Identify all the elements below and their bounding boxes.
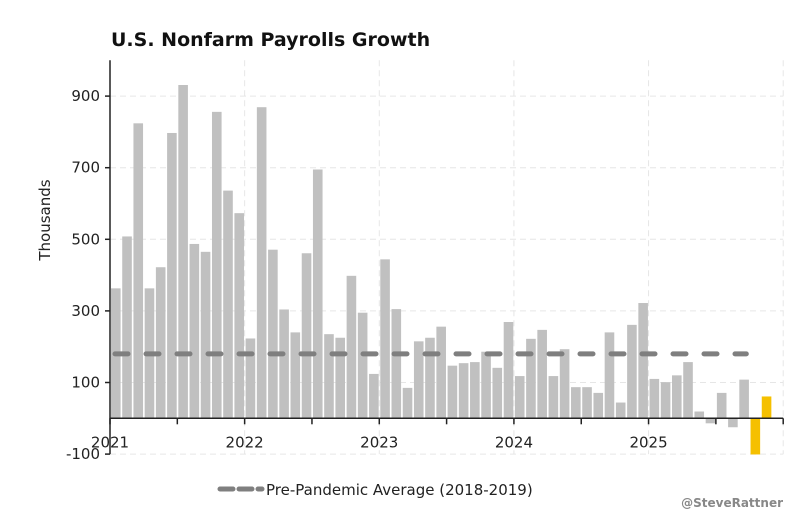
- legend: Pre-Pandemic Average (2018-2019): [217, 481, 533, 499]
- bar: [514, 376, 525, 419]
- bar: [627, 324, 637, 419]
- bar: [245, 338, 256, 419]
- bar: [301, 253, 312, 419]
- bar: [458, 363, 469, 419]
- bar: [739, 379, 749, 419]
- bar: [638, 303, 648, 419]
- bar: [559, 349, 570, 419]
- bar: [223, 190, 233, 419]
- bar: [582, 387, 592, 419]
- bar: [604, 332, 615, 419]
- bar: [537, 329, 547, 419]
- highlight-bar: [750, 418, 761, 455]
- bar: [526, 338, 536, 419]
- bar: [324, 334, 334, 419]
- x-tick-label: 2023: [360, 433, 398, 451]
- x-tick-label: 2022: [226, 433, 264, 451]
- bar: [357, 312, 368, 419]
- bar: [268, 249, 278, 419]
- bar: [503, 321, 514, 419]
- bar: [380, 259, 390, 419]
- bar: [705, 418, 716, 424]
- y-tick-label: 700: [71, 159, 100, 177]
- bar: [133, 123, 144, 419]
- bar: [425, 337, 435, 419]
- bar: [391, 309, 402, 419]
- bar: [122, 236, 132, 419]
- bar: [470, 362, 480, 419]
- credit-watermark: @SteveRattner: [681, 496, 783, 510]
- bar: [369, 373, 379, 419]
- bar: [155, 267, 166, 419]
- bar: [548, 376, 559, 419]
- bar: [178, 85, 188, 419]
- bar: [312, 169, 323, 419]
- bar: [335, 337, 345, 419]
- bar: [672, 375, 682, 419]
- bar: [211, 111, 222, 419]
- y-tick-label: 100: [71, 374, 100, 392]
- bar: [716, 392, 727, 419]
- chart-title: U.S. Nonfarm Payrolls Growth: [111, 29, 430, 51]
- y-tick-label: -100: [66, 445, 100, 463]
- x-tick-label: 2021: [91, 433, 129, 451]
- y-tick-label: 300: [71, 302, 100, 320]
- bar: [256, 107, 267, 419]
- bar: [167, 132, 177, 419]
- bar: [593, 392, 604, 419]
- bar: [346, 275, 357, 419]
- bar: [649, 378, 660, 419]
- y-tick-label: 500: [71, 230, 100, 248]
- bar: [571, 387, 581, 419]
- bar: [481, 351, 491, 419]
- bar: [447, 365, 458, 419]
- y-tick-label: 900: [71, 87, 100, 105]
- x-tick-label: 2024: [495, 433, 533, 451]
- bar: [402, 387, 413, 419]
- bar: [234, 213, 245, 419]
- bar: [413, 341, 424, 419]
- bar: [683, 362, 693, 419]
- bars: [111, 85, 772, 455]
- bar: [615, 402, 626, 419]
- legend-label: Pre-Pandemic Average (2018-2019): [266, 481, 533, 499]
- gridlines: [109, 60, 784, 455]
- bar: [290, 332, 301, 419]
- bar: [436, 326, 446, 419]
- y-axis-label: Thousands: [36, 179, 54, 261]
- bar: [279, 309, 289, 419]
- highlight-bar: [761, 396, 772, 419]
- bar: [200, 251, 211, 419]
- bar: [694, 411, 705, 419]
- axes: -100 100 300 500 700 900 2021 2022 2023 2024 2025: [66, 60, 784, 463]
- x-tick-label: 2025: [629, 433, 667, 451]
- bar: [189, 243, 200, 419]
- bar: [660, 382, 671, 419]
- bar: [492, 367, 503, 419]
- bar: [728, 418, 738, 428]
